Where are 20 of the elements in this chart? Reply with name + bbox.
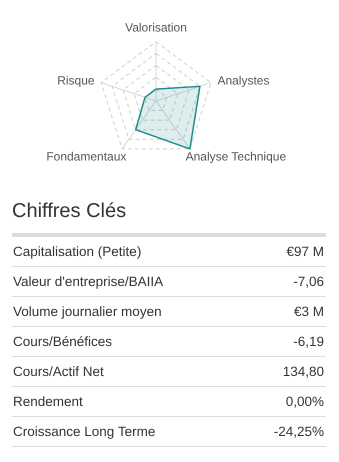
spoke-label: Fondamentaux: [46, 149, 126, 164]
category-label: Valeur d'entreprise/BAIIA: [12, 266, 244, 296]
category-label: Capitalisation (Petite): [12, 235, 244, 266]
category-label: Croissance Long Terme: [12, 416, 244, 446]
text: -7,06: [293, 274, 324, 289]
text: €97 M: [286, 244, 324, 259]
text: €3 M: [294, 304, 324, 319]
spoke-label: Analystes: [217, 73, 270, 88]
category-label: Rendement: [12, 386, 244, 416]
text: 0,00%: [286, 394, 324, 409]
text: 134,80: [282, 364, 324, 379]
category-label: Cours/Actif Net: [12, 356, 244, 386]
text: -24,25%: [274, 424, 324, 439]
category-label: Cours/Bénéfices: [12, 326, 244, 356]
category-label: Volume journalier moyen: [12, 296, 244, 326]
spoke-label: Analyse Technique: [186, 149, 286, 164]
spoke-label: Risque: [57, 73, 95, 88]
text: Chiffres Clés: [12, 200, 128, 223]
spoke-label: Valorisation: [125, 20, 187, 35]
text: -6,19: [293, 334, 324, 349]
